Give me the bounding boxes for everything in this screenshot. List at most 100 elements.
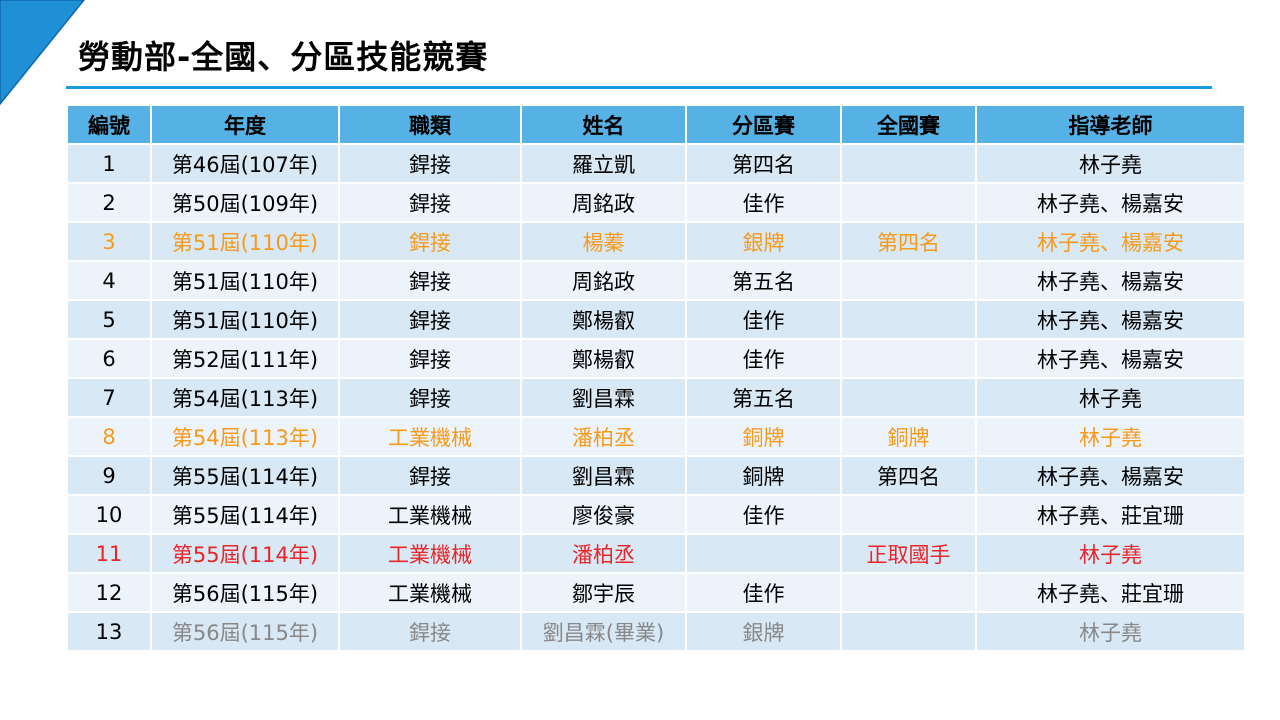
- cell-national: 銅牌: [840, 416, 977, 457]
- cell-trade: 工業機械: [338, 572, 522, 613]
- cell-teacher: 林子堯、莊宜珊: [975, 572, 1246, 613]
- cell-name: 潘柏丞: [520, 416, 687, 457]
- cell-teacher: 林子堯: [975, 377, 1246, 418]
- cell-national: 第四名: [840, 221, 977, 262]
- cell-year: 第55屆(114年): [150, 455, 340, 496]
- cell-national: [840, 377, 977, 418]
- cell-national: [840, 143, 977, 184]
- cell-year: 第50屆(109年): [150, 182, 340, 223]
- cell-trade: 銲接: [338, 611, 522, 652]
- cell-trade: 銲接: [338, 455, 522, 496]
- cell-regional: 第四名: [685, 143, 842, 184]
- header-cell-year: 年度: [150, 104, 340, 145]
- cell-year: 第51屆(110年): [150, 221, 340, 262]
- cell-number: 10: [66, 494, 152, 535]
- header-cell-national: 全國賽: [840, 104, 977, 145]
- header-cell-trade: 職類: [338, 104, 522, 145]
- table-row: 1 第46屆(107年) 銲接 羅立凱 第四名 林子堯: [66, 143, 1246, 184]
- cell-national: [840, 494, 977, 535]
- cell-name: 鄒宇辰: [520, 572, 687, 613]
- cell-year: 第56屆(115年): [150, 572, 340, 613]
- cell-name: 楊蓁: [520, 221, 687, 262]
- table-row: 10 第55屆(114年) 工業機械 廖俊豪 佳作 林子堯、莊宜珊: [66, 494, 1246, 535]
- title-underline: [66, 86, 1212, 89]
- cell-number: 5: [66, 299, 152, 340]
- cell-teacher: 林子堯、楊嘉安: [975, 455, 1246, 496]
- cell-regional: 銀牌: [685, 221, 842, 262]
- cell-trade: 銲接: [338, 182, 522, 223]
- cell-regional: 佳作: [685, 494, 842, 535]
- cell-national: [840, 299, 977, 340]
- cell-number: 8: [66, 416, 152, 457]
- table-row: 9 第55屆(114年) 銲接 劉昌霖 銅牌 第四名 林子堯、楊嘉安: [66, 455, 1246, 496]
- table-row: 12 第56屆(115年) 工業機械 鄒宇辰 佳作 林子堯、莊宜珊: [66, 572, 1246, 613]
- cell-teacher: 林子堯、楊嘉安: [975, 260, 1246, 301]
- table-row: 3 第51屆(110年) 銲接 楊蓁 銀牌 第四名 林子堯、楊嘉安: [66, 221, 1246, 262]
- awards-table-body: 1 第46屆(107年) 銲接 羅立凱 第四名 林子堯 2 第50屆(109年) 銲接 周銘政 佳作…: [66, 143, 1246, 652]
- cell-year: 第54屆(113年): [150, 377, 340, 418]
- table-row: 11 第55屆(114年) 工業機械 潘柏丞 正取國手 林子堯: [66, 533, 1246, 574]
- cell-year: 第51屆(110年): [150, 299, 340, 340]
- cell-year: 第51屆(110年): [150, 260, 340, 301]
- cell-regional: 第五名: [685, 377, 842, 418]
- cell-teacher: 林子堯、楊嘉安: [975, 182, 1246, 223]
- cell-trade: 銲接: [338, 221, 522, 262]
- cell-name: 劉昌霖: [520, 377, 687, 418]
- cell-trade: 工業機械: [338, 494, 522, 535]
- cell-regional: [685, 533, 842, 574]
- cell-teacher: 林子堯: [975, 533, 1246, 574]
- header-cell-regional: 分區賽: [685, 104, 842, 145]
- cell-trade: 銲接: [338, 260, 522, 301]
- cell-national: [840, 260, 977, 301]
- cell-regional: 銀牌: [685, 611, 842, 652]
- cell-national: [840, 611, 977, 652]
- table-row: 2 第50屆(109年) 銲接 周銘政 佳作 林子堯、楊嘉安: [66, 182, 1246, 223]
- cell-trade: 銲接: [338, 338, 522, 379]
- cell-name: 周銘政: [520, 260, 687, 301]
- cell-number: 6: [66, 338, 152, 379]
- cell-regional: 佳作: [685, 182, 842, 223]
- awards-table: 編號 年度 職類 姓名 分區賽 全國賽 指導老師 1 第46屆(107年) 銲接 羅立…: [66, 104, 1246, 652]
- table-row: 6 第52屆(111年) 銲接 鄭楊叡 佳作 林子堯、楊嘉安: [66, 338, 1246, 379]
- cell-teacher: 林子堯、楊嘉安: [975, 299, 1246, 340]
- cell-trade: 銲接: [338, 299, 522, 340]
- cell-trade: 工業機械: [338, 416, 522, 457]
- cell-trade: 工業機械: [338, 533, 522, 574]
- cell-name: 鄭楊叡: [520, 299, 687, 340]
- cell-regional: 第五名: [685, 260, 842, 301]
- cell-year: 第55屆(114年): [150, 494, 340, 535]
- cell-number: 12: [66, 572, 152, 613]
- cell-national: 正取國手: [840, 533, 977, 574]
- cell-regional: 銅牌: [685, 455, 842, 496]
- cell-teacher: 林子堯: [975, 416, 1246, 457]
- table-row: 7 第54屆(113年) 銲接 劉昌霖 第五名 林子堯: [66, 377, 1246, 418]
- cell-trade: 銲接: [338, 377, 522, 418]
- cell-year: 第56屆(115年): [150, 611, 340, 652]
- cell-teacher: 林子堯: [975, 611, 1246, 652]
- cell-number: 13: [66, 611, 152, 652]
- cell-year: 第55屆(114年): [150, 533, 340, 574]
- cell-national: [840, 338, 977, 379]
- cell-number: 9: [66, 455, 152, 496]
- cell-national: [840, 182, 977, 223]
- page-title: 勞動部-全國、分區技能競賽: [78, 38, 489, 76]
- header-cell-number: 編號: [66, 104, 152, 145]
- cell-year: 第52屆(111年): [150, 338, 340, 379]
- table-row: 5 第51屆(110年) 銲接 鄭楊叡 佳作 林子堯、楊嘉安: [66, 299, 1246, 340]
- cell-regional: 佳作: [685, 572, 842, 613]
- header-cell-teacher: 指導老師: [975, 104, 1246, 145]
- table-row: 4 第51屆(110年) 銲接 周銘政 第五名 林子堯、楊嘉安: [66, 260, 1246, 301]
- header-cell-name: 姓名: [520, 104, 687, 145]
- cell-regional: 佳作: [685, 299, 842, 340]
- cell-name: 周銘政: [520, 182, 687, 223]
- cell-teacher: 林子堯、莊宜珊: [975, 494, 1246, 535]
- table-row: 8 第54屆(113年) 工業機械 潘柏丞 銅牌 銅牌 林子堯: [66, 416, 1246, 457]
- cell-regional: 佳作: [685, 338, 842, 379]
- cell-national: [840, 572, 977, 613]
- cell-national: 第四名: [840, 455, 977, 496]
- cell-name: 劉昌霖: [520, 455, 687, 496]
- cell-number: 11: [66, 533, 152, 574]
- awards-table-header: 編號 年度 職類 姓名 分區賽 全國賽 指導老師: [66, 104, 1246, 145]
- header-row: 編號 年度 職類 姓名 分區賽 全國賽 指導老師: [66, 104, 1246, 145]
- cell-name: 廖俊豪: [520, 494, 687, 535]
